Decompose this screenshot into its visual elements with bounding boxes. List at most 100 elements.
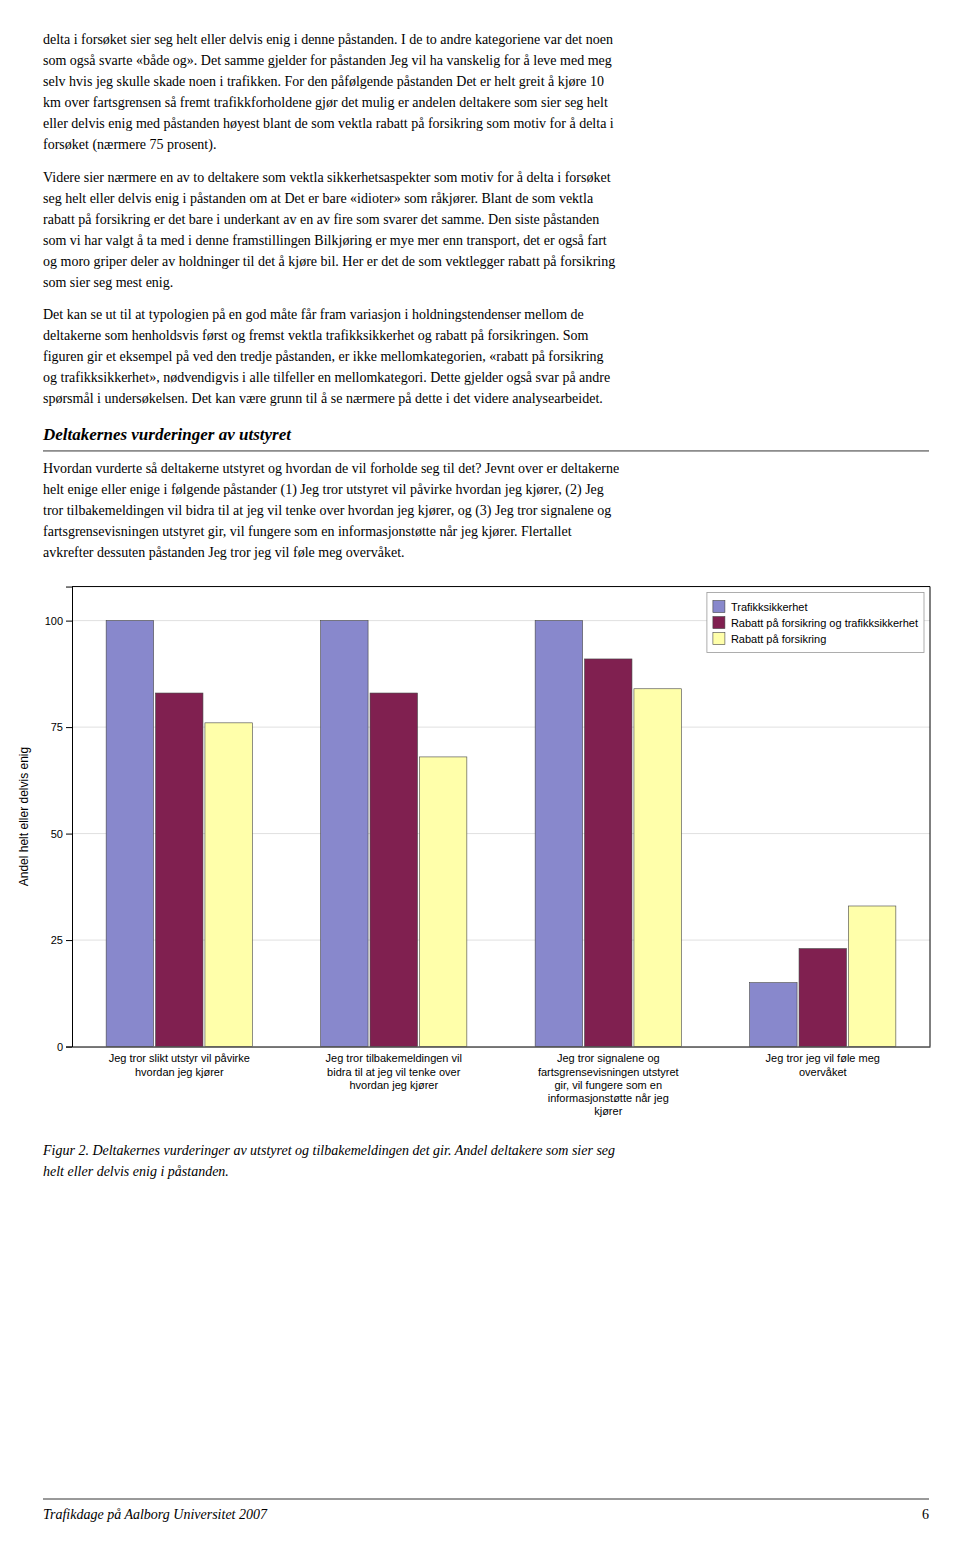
legend-item: Rabatt på forsikring og trafikksikkerhet [713,617,918,629]
legend-item: Rabatt på forsikring [713,633,826,645]
y-tick-mark [66,1047,72,1048]
body-text: og moro griper deler av holdninger til d… [43,254,615,269]
legend-label: Rabatt på forsikring [731,633,826,645]
legend-swatch [713,601,725,613]
body-text: figuren gir et eksempel på ved den tredj… [43,349,604,364]
page: delta i forsøket sier seg helt eller del… [0,0,960,1561]
y-axis: 0 25 50 75 100 [45,587,73,1053]
footer-rule [43,1499,929,1500]
body-text: Videre sier nærmere en av to deltakere s… [43,170,611,185]
legend-box [707,593,924,653]
x-tick: Jeg tror jeg vil føle meg overvåket [766,1047,880,1078]
x-tick: Jeg tror slikt utstyr vil påvirke hvordan… [109,1047,250,1078]
figure-caption: helt eller delvis enig i påstanden. [43,1164,229,1179]
legend-label: Trafikksikkerhet [731,601,808,613]
x-tick-label-line: Jeg tror jeg vil føle meg [766,1052,880,1064]
legend-swatch [713,617,725,629]
x-axis: Jeg tror slikt utstyr vil påvirke hvordan… [73,1047,931,1118]
body-text: rabatt på forsikring er det bare i under… [43,212,599,227]
y-tick-mark [66,621,72,622]
body-text: spørsmål i undersøkelsen. Det kan være g… [43,391,603,406]
body-text: fartsgrensevisningen utstyret gir, vil f… [43,524,572,539]
page-background [0,0,960,1561]
section-heading: Deltakernes vurderinger av utstyret [42,425,292,444]
x-tick-label-line: Jeg tror slikt utstyr vil påvirke [109,1052,250,1064]
x-tick-label-line: Jeg tror signalene og [557,1052,660,1064]
bar [634,689,681,1047]
legend-label: Rabatt på forsikring og trafikksikkerhet [731,617,918,629]
x-tick-label: Jeg tror signalene og fartsgrensevisninge… [538,1052,679,1117]
bar [750,983,797,1047]
body-text: seg helt eller delvis enig i påstanden o… [43,191,594,206]
legend: Trafikksikkerhet Rabatt på forsikring og … [707,593,924,653]
y-tick-mark [66,940,72,941]
y-tick-label: 75 [51,721,63,733]
bar [321,621,368,1047]
body-text: som sier seg mest enig. [43,275,173,290]
plot-frame-right [930,587,931,1047]
body-text: forsøket (nærmere 75 prosent). [43,137,216,153]
y-axis-title: Andel helt eller delvis enig [17,747,31,886]
x-tick-label: Jeg tror jeg vil føle meg overvåket [766,1052,880,1077]
y-tick: 75 [51,721,72,733]
y-tick-mark [66,727,72,728]
body-text: avkrefter dessuten påstanden Jeg tror je… [43,545,405,560]
body-text: delta i forsøket sier seg helt eller del… [43,32,613,47]
x-tick-label-line: gir, vil fungere som en [554,1079,662,1091]
y-tick-label: 100 [45,615,63,627]
figure-caption: Figur 2. Deltakernes vurderinger av utst… [42,1143,615,1158]
y-tick-label: 50 [51,828,63,840]
x-tick: Jeg tror signalene og fartsgrensevisninge… [538,1047,679,1118]
bar [205,723,252,1047]
bar-series [156,659,847,1047]
chart: 0 25 50 75 100 Jeg tror slikt utstyr vil påvi… [17,587,931,1118]
y-tick: 25 [51,934,72,946]
x-tick-label-line: Jeg tror tilbakemeldingen vil [326,1052,462,1064]
bar [799,949,846,1047]
body-text: som også svarte «både og». Det samme gje… [43,53,612,68]
body-text: km over fartsgrensen så fremt trafikkfor… [43,95,608,110]
footer-left: Trafikdage på Aalborg Universitet 2007 [43,1507,268,1522]
y-tick-mark [66,834,72,835]
body-text: Det kan se ut til at typologien på en go… [43,307,584,322]
bar [370,693,417,1047]
y-axis-line [66,587,73,1047]
body-text: selv hvis jeg skulle skade noen i trafik… [43,74,604,89]
x-tick-label-line: hvordan jeg kjører [349,1079,438,1091]
x-tick: Jeg tror tilbakemeldingen vil bidra til a… [326,1047,462,1091]
bar-series [205,689,896,1047]
body-text: eller delvis enig med påstanden høyest b… [43,116,614,131]
x-tick-label-line: overvåket [799,1066,847,1078]
x-axis-line [73,1047,931,1048]
plot-frame-top [72,586,930,587]
grid [72,621,930,1047]
footer-right: 6 [922,1507,929,1522]
y-tick: 0 [57,1041,72,1053]
y-tick: 50 [51,828,72,840]
body-text: tror tilbakemeldingen vil bidra til at j… [43,503,611,519]
bar [156,693,203,1047]
bar [419,757,466,1047]
body-text: som vi har valgt å ta med i denne framst… [43,233,607,248]
legend-swatch [713,633,725,645]
y-tick: 100 [45,615,72,627]
body-text: og trafikksikkerhet», nødvendigvis i all… [43,370,610,385]
bar [535,621,582,1047]
bar-series [106,621,797,1047]
legend-item: Trafikksikkerhet [713,601,808,613]
body-text: helt enige eller enige i følgende påstan… [43,482,604,498]
x-tick-label: Jeg tror tilbakemeldingen vil bidra til a… [326,1052,462,1090]
body-text: deltakerne som henholdsvis først og frem… [43,328,589,343]
body-text: Hvordan vurderte så deltakerne utstyret … [43,461,619,476]
x-tick-label: Jeg tror slikt utstyr vil påvirke hvordan… [109,1052,250,1077]
y-tick-label: 0 [57,1041,63,1053]
heading-underline [43,450,929,451]
x-tick-label-line: hvordan jeg kjører [135,1066,224,1078]
bar [848,906,895,1047]
bars [106,621,896,1047]
y-tick-label: 25 [51,934,63,946]
x-tick-label-line: kjører [594,1105,622,1117]
x-tick-label-line: fartsgrensevisningen utstyret [538,1066,679,1078]
x-tick-label-line: bidra til at jeg vil tenke over [327,1066,461,1078]
x-tick-label-line: informasjonstøtte når jeg [548,1092,669,1104]
